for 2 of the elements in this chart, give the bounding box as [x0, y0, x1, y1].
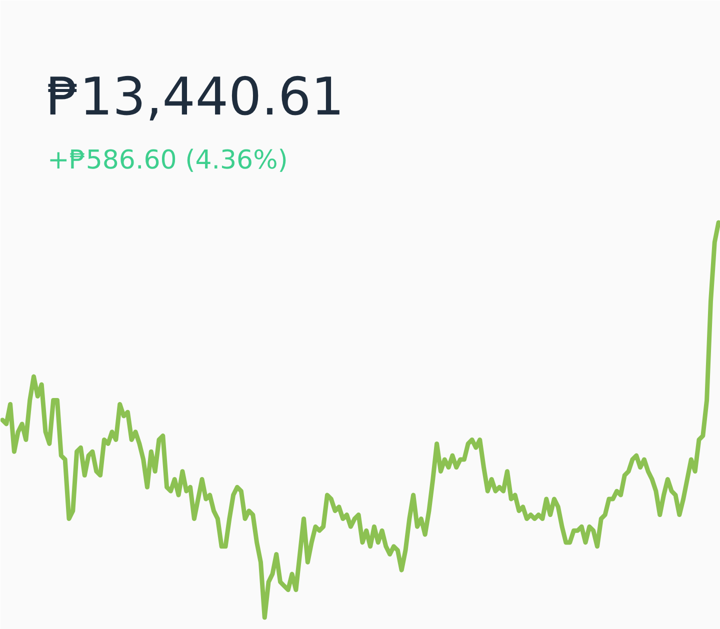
- chart-subtitle: +₱586.60 (4.36%): [48, 146, 288, 176]
- chart-title: ₱13,440.61: [46, 68, 344, 128]
